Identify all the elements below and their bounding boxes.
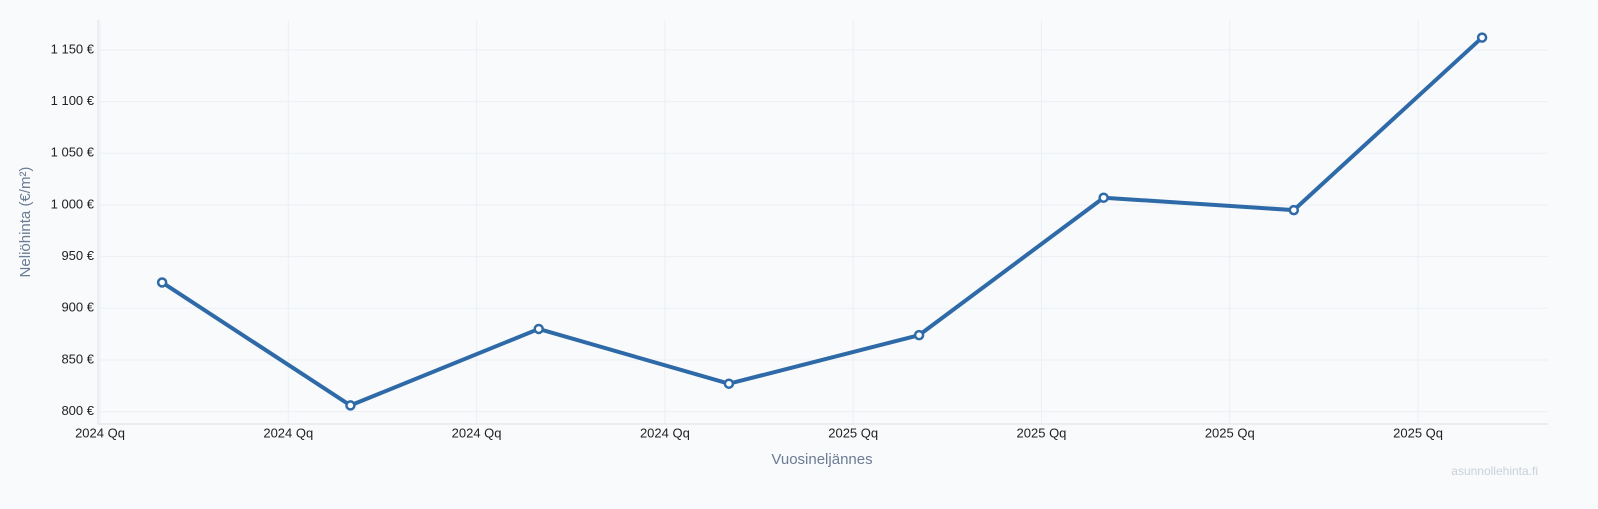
y-tick-label: 1 000 € [51, 196, 95, 211]
line [161, 36, 1484, 408]
y-tick-label: 850 € [61, 351, 94, 366]
point [1288, 204, 1300, 216]
y-tick-label: 900 € [61, 300, 94, 315]
y-tick-label: 1 100 € [51, 93, 95, 108]
point [723, 378, 735, 389]
x-tick-label: 2025 Qq [828, 425, 878, 440]
point [913, 329, 925, 341]
y-tick-label: 800 € [61, 403, 94, 418]
y-axis-title: Neliöhinta (€/m²) [17, 167, 34, 278]
x-tick-label: 2025 Qq [1017, 425, 1067, 440]
point [1098, 192, 1109, 203]
y-tick-label: 1 150 € [51, 41, 95, 56]
x-axis-title: Vuosineljännes [771, 451, 872, 468]
point [156, 277, 168, 288]
point [345, 400, 356, 411]
y-tick-label: 1 050 € [51, 145, 95, 160]
point [1476, 32, 1488, 43]
point [533, 323, 544, 335]
y-tick-label: 950 € [61, 248, 94, 263]
watermark: asunnollehinta.fi [1451, 464, 1538, 478]
x-tick-label: 2024 Qq [75, 425, 125, 440]
x-tick-label: 2024 Qq [640, 425, 690, 440]
x-tick-label: 2024 Qq [263, 425, 313, 440]
x-tick-label: 2025 Qq [1205, 425, 1255, 440]
x-tick-label: 2024 Qq [452, 425, 502, 440]
x-tick-label: 2025 Qq [1393, 425, 1443, 440]
